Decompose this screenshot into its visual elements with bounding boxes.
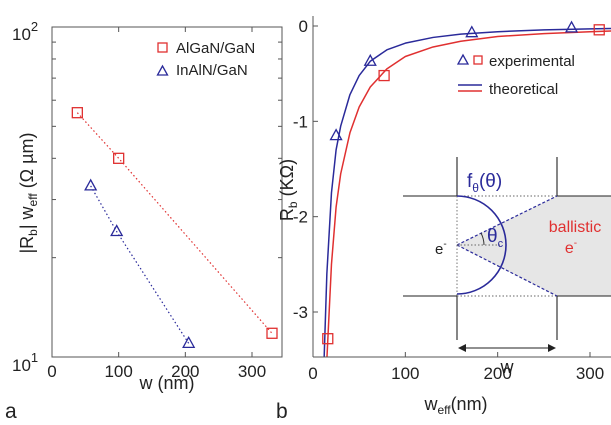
panel-a-y-axis-title: |Rb| weff (Ω µm) bbox=[17, 133, 40, 254]
panel-b-x-ticks bbox=[312, 352, 591, 357]
panel-b-point-red bbox=[378, 69, 390, 82]
inset-contact-outline-bottom bbox=[403, 295, 458, 340]
panel-b-legend: experimental theoretical bbox=[456, 53, 575, 98]
panel-b-y-axis-title: Rb (KΩ) bbox=[277, 159, 300, 221]
inset-w-arrow-right-head bbox=[548, 344, 556, 352]
panel-a-x-tick-labels: 0 100 200 300 bbox=[47, 362, 266, 381]
panel-a-chart: 102 101 0 100 200 300 w (nm) |Rb| weff (Ω µ… bbox=[5, 19, 283, 423]
panel-a-ytick-label-bottom: 101 bbox=[12, 350, 38, 375]
inset-electron-label: e- bbox=[435, 239, 447, 258]
panel-b-point-blue bbox=[363, 53, 377, 66]
inset-theta-arc bbox=[480, 232, 485, 246]
legend-triangle-marker bbox=[156, 64, 169, 76]
panel-a-y-ticks bbox=[52, 41, 282, 259]
panel-b-theory-curve-blue bbox=[323, 27, 611, 357]
inset-ballistic-electron-label: e- bbox=[565, 238, 577, 257]
panel-a-point-inaln bbox=[182, 335, 196, 348]
panel-b-y-tick-label: -2 bbox=[293, 208, 308, 227]
inset-ballistic-region bbox=[457, 196, 611, 296]
panel-a-point-algan bbox=[113, 152, 125, 164]
panel-a-point-algan bbox=[71, 107, 83, 119]
inset-f-theta-label: fθ(θ) bbox=[467, 171, 502, 195]
panel-b-point-blue bbox=[465, 25, 479, 38]
panel-a-x-tick-label: 200 bbox=[171, 362, 199, 381]
panel-a-fit-line bbox=[76, 112, 273, 334]
panel-b-y-tick-label: -1 bbox=[293, 112, 308, 131]
legend-experimental-triangle bbox=[456, 53, 470, 65]
panel-b-theory-curves bbox=[323, 27, 611, 357]
panel-b-point-red bbox=[593, 24, 605, 36]
panel-b-y-tick-labels: 0 -1 -2 -3 bbox=[293, 17, 308, 322]
panel-a-x-ticks bbox=[51, 27, 253, 357]
panel-b-experimental-points bbox=[322, 20, 605, 345]
panel-b-point-blue bbox=[564, 20, 579, 33]
panel-b-letter: b bbox=[276, 400, 288, 423]
panel-a-plot-area bbox=[51, 26, 283, 358]
panel-a-point-inaln bbox=[110, 224, 124, 237]
inset-dotted-box bbox=[456, 195, 557, 297]
panel-b-x-tick-label: 100 bbox=[391, 364, 419, 383]
panel-a-x-axis-title: w (nm) bbox=[139, 373, 195, 393]
panel-a-letter: a bbox=[5, 400, 17, 423]
inset-w-arrow-left-head bbox=[458, 344, 466, 352]
panel-a-ytick-label-top: 102 bbox=[12, 19, 38, 44]
legend-label-algan: AlGaN/GaN bbox=[176, 40, 255, 57]
panel-b-y-tick-label: 0 bbox=[299, 17, 308, 36]
panel-b-x-tick-label: 300 bbox=[576, 364, 604, 383]
panel-b-x-tick-labels: 0 100 200 300 bbox=[308, 364, 604, 383]
panel-a-fit-lines bbox=[76, 112, 273, 344]
panel-a-point-inaln bbox=[84, 178, 98, 191]
panel-a-x-tick-label: 300 bbox=[238, 362, 266, 381]
panel-a-fit-line bbox=[90, 185, 190, 344]
panel-a-point-algan bbox=[266, 327, 278, 339]
inset-angular-distribution bbox=[456, 195, 507, 295]
inset-ballistic-label: ballistic bbox=[549, 219, 601, 236]
panel-a-x-tick-label: 0 bbox=[47, 362, 56, 381]
legend-theoretical-label: theoretical bbox=[489, 81, 558, 98]
panel-b-theory-curve-red bbox=[326, 30, 611, 357]
panel-b-chart: fθ(θ) θc e- ballistic e- w 0 -1 -2 -3 0 100 2… bbox=[276, 16, 611, 423]
inset-w-label: w bbox=[500, 357, 515, 377]
inset-cone-lines bbox=[456, 195, 558, 297]
panel-a-legend: AlGaN/GaN InAlN/GaN bbox=[156, 40, 255, 79]
panel-b-x-axis-title: weff(nm) bbox=[423, 394, 487, 417]
legend-square-marker bbox=[157, 42, 168, 53]
panel-b-point-blue bbox=[329, 128, 343, 141]
inset-theta-c-label: θc bbox=[487, 226, 504, 250]
panel-b-y-ticks bbox=[313, 25, 318, 313]
panel-b-point-red bbox=[322, 333, 334, 345]
panel-a-x-tick-label: 100 bbox=[104, 362, 132, 381]
panel-a-points bbox=[71, 107, 278, 348]
inset-contact-outline-top bbox=[403, 157, 458, 197]
panel-b-y-tick-label: -3 bbox=[293, 303, 308, 322]
legend-experimental-square bbox=[473, 55, 483, 65]
panel-b-x-tick-label: 0 bbox=[308, 364, 317, 383]
legend-label-inaln: InAlN/GaN bbox=[176, 62, 248, 79]
panel-b-x-tick-label: 200 bbox=[483, 364, 511, 383]
inset-schematic: fθ(θ) θc e- ballistic e- w bbox=[403, 157, 611, 377]
panel-a-frame bbox=[51, 26, 283, 358]
legend-experimental-label: experimental bbox=[489, 53, 575, 70]
